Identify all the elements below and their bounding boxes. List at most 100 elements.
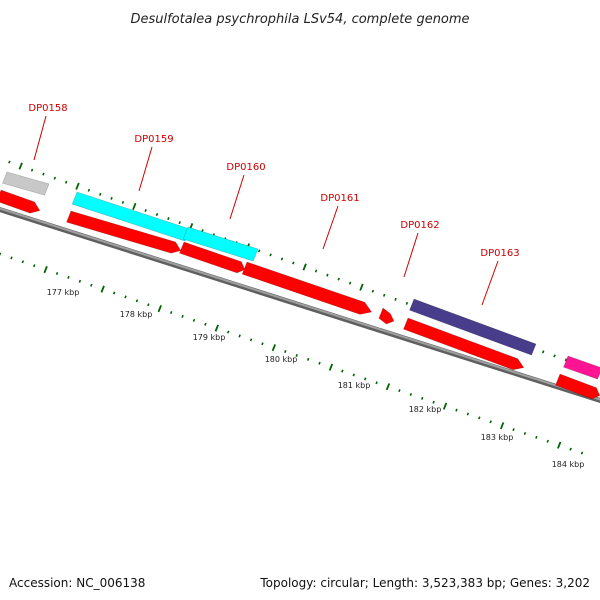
kbp-label: 183 kbp <box>481 433 514 442</box>
outer-tick <box>178 221 181 225</box>
gene-label: DP0160 <box>226 162 265 173</box>
accession-text: Accession: NC_006138 <box>9 576 146 590</box>
inner-tick <box>478 416 481 420</box>
inner-tick <box>124 295 127 299</box>
inner-tick <box>409 392 413 396</box>
inner-tick <box>352 373 355 377</box>
gene-bar-slate <box>409 298 537 356</box>
map-title: Desulfotalea psychrophila LSv54, complet… <box>130 12 469 27</box>
inner-tick <box>204 322 207 326</box>
kbp-label: 179 kbp <box>193 333 226 342</box>
inner-tick <box>181 314 184 318</box>
outer-tick <box>371 289 375 293</box>
outer-tick <box>314 269 318 273</box>
gene-label: DP0163 <box>480 248 519 259</box>
kbp-label: 177 kbp <box>47 288 80 297</box>
gene-bar-cyan <box>182 226 259 262</box>
inner-tick <box>306 357 310 361</box>
inner-tick <box>385 383 391 391</box>
inner-tick <box>261 342 264 346</box>
topology-text: Topology: circular; Length: 3,523,383 bp… <box>260 576 590 590</box>
inner-tick <box>112 291 116 295</box>
inner-tick <box>21 260 25 264</box>
outer-tick <box>8 160 11 164</box>
outer-tick <box>121 200 125 204</box>
outer-tick <box>18 162 23 170</box>
genome-backbone <box>0 206 600 404</box>
gene-label: DP0162 <box>400 220 439 231</box>
inner-tick <box>10 256 13 260</box>
gene-leader-line <box>322 205 339 250</box>
outer-tick <box>64 180 68 184</box>
cds-arrow <box>378 307 395 325</box>
outer-tick <box>167 217 170 221</box>
inner-tick <box>499 422 505 430</box>
gene-leader-line <box>138 146 153 192</box>
inner-tick <box>557 441 562 449</box>
inner-tick <box>523 431 527 435</box>
gene-label-group: DP0158 DP0159 DP0160 DP0161 DP0162 DP0163 <box>28 103 520 306</box>
gene-label: DP0161 <box>320 193 359 204</box>
inner-tick <box>363 377 367 381</box>
outer-tick <box>87 188 91 192</box>
outer-tick <box>348 281 352 285</box>
gene-label: DP0159 <box>134 134 173 145</box>
inner-tick-ring <box>0 252 584 455</box>
inner-tick <box>421 396 424 400</box>
inner-tick <box>432 400 435 404</box>
kbp-label: 181 kbp <box>338 381 371 390</box>
outer-tick <box>382 293 386 297</box>
outer-tick <box>280 257 284 261</box>
inner-tick <box>569 447 572 451</box>
inner-tick <box>328 363 334 371</box>
inner-tick <box>90 283 93 287</box>
backbone-highlight <box>0 207 600 401</box>
gene-bar-cyan <box>71 191 191 242</box>
inner-tick <box>238 334 241 338</box>
outer-tick <box>337 277 340 281</box>
outer-tick <box>42 172 45 176</box>
outer-tick <box>553 354 556 358</box>
inner-tick <box>33 264 36 268</box>
inner-tick <box>284 350 287 354</box>
inner-tick <box>398 389 401 393</box>
outer-tick <box>144 208 147 212</box>
cds-arrow <box>179 241 246 274</box>
kbp-label: 180 kbp <box>265 355 298 364</box>
outer-tick <box>269 253 272 257</box>
inner-tick <box>295 353 298 357</box>
inner-tick <box>100 285 105 293</box>
outer-tick <box>405 301 409 305</box>
gene-leader-line <box>33 115 47 161</box>
outer-tick <box>359 283 364 291</box>
inner-tick <box>55 272 59 276</box>
inner-tick <box>157 305 162 313</box>
outer-tick <box>110 196 113 200</box>
kbp-label: 178 kbp <box>120 310 153 319</box>
inner-tick <box>67 275 70 279</box>
inner-tick <box>535 435 538 439</box>
cds-arrow <box>403 317 525 371</box>
inner-tick <box>78 279 82 283</box>
outer-tick <box>132 202 137 211</box>
outer-tick <box>394 297 397 301</box>
outer-tick <box>30 168 34 172</box>
inner-tick <box>318 361 321 365</box>
cds-arrow <box>241 261 373 315</box>
outer-tick <box>564 358 568 362</box>
inner-tick <box>375 381 378 385</box>
outer-tick <box>53 176 57 180</box>
cds-arrow <box>555 373 600 400</box>
gene-label: DP0158 <box>28 103 67 114</box>
inner-tick <box>249 338 253 342</box>
outer-tick <box>292 261 295 265</box>
outer-tick <box>302 263 307 271</box>
inner-tick <box>147 303 150 307</box>
inner-tick <box>455 408 458 412</box>
inner-tick <box>512 428 515 432</box>
inner-tick <box>169 311 173 315</box>
inner-tick <box>546 439 549 443</box>
cds-arrow <box>0 189 41 214</box>
outer-tick <box>541 350 545 354</box>
